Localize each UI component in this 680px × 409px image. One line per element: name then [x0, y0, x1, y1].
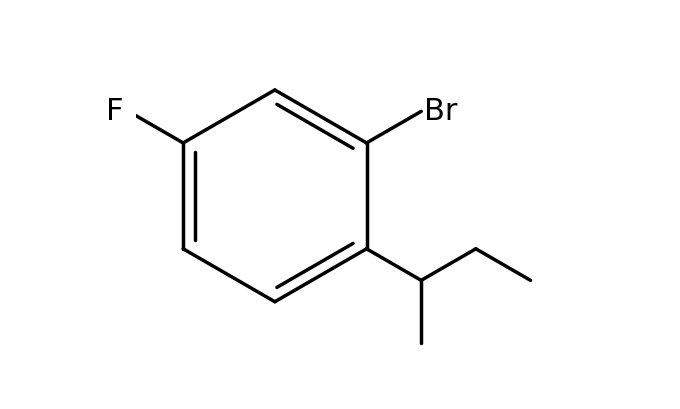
Text: F: F — [106, 97, 124, 126]
Text: Br: Br — [424, 97, 458, 125]
